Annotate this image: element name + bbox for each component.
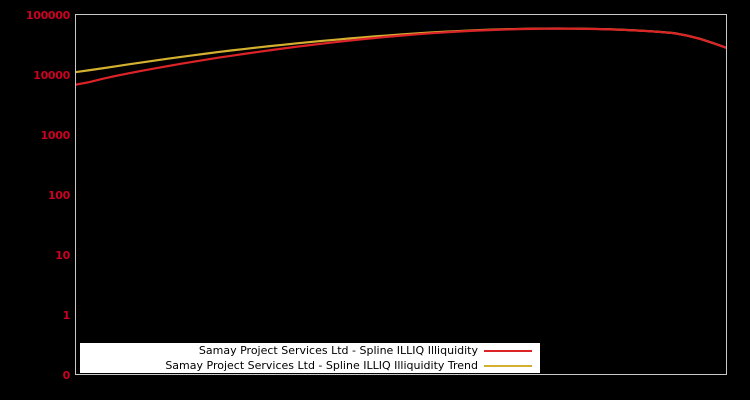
legend: Samay Project Services Ltd - Spline ILLI…: [80, 343, 540, 373]
legend-entry-trend: Samay Project Services Ltd - Spline ILLI…: [80, 358, 540, 373]
series-line-illiquidity: [76, 27, 726, 86]
y-tick-label-100: 100: [47, 189, 70, 202]
legend-swatch-trend: [484, 360, 532, 371]
y-tick-label-1000: 1000: [40, 129, 71, 142]
legend-entry-illiquidity: Samay Project Services Ltd - Spline ILLI…: [80, 343, 540, 358]
y-tick-label-0: 0: [62, 369, 71, 382]
y-axis: 100000 10000 1000 100 10 1 0: [0, 0, 70, 400]
y-tick-label-1: 1: [62, 309, 71, 322]
legend-swatch-illiquidity: [484, 345, 532, 356]
plot-area: [75, 14, 727, 375]
series-canvas: [76, 27, 726, 86]
y-tick-label-10000: 10000: [33, 69, 70, 82]
y-tick-label-10: 10: [55, 249, 70, 262]
legend-label-illiquidity: Samay Project Services Ltd - Spline ILLI…: [198, 344, 478, 357]
legend-label-trend: Samay Project Services Ltd - Spline ILLI…: [165, 359, 478, 372]
y-tick-label-100000: 100000: [25, 9, 70, 22]
